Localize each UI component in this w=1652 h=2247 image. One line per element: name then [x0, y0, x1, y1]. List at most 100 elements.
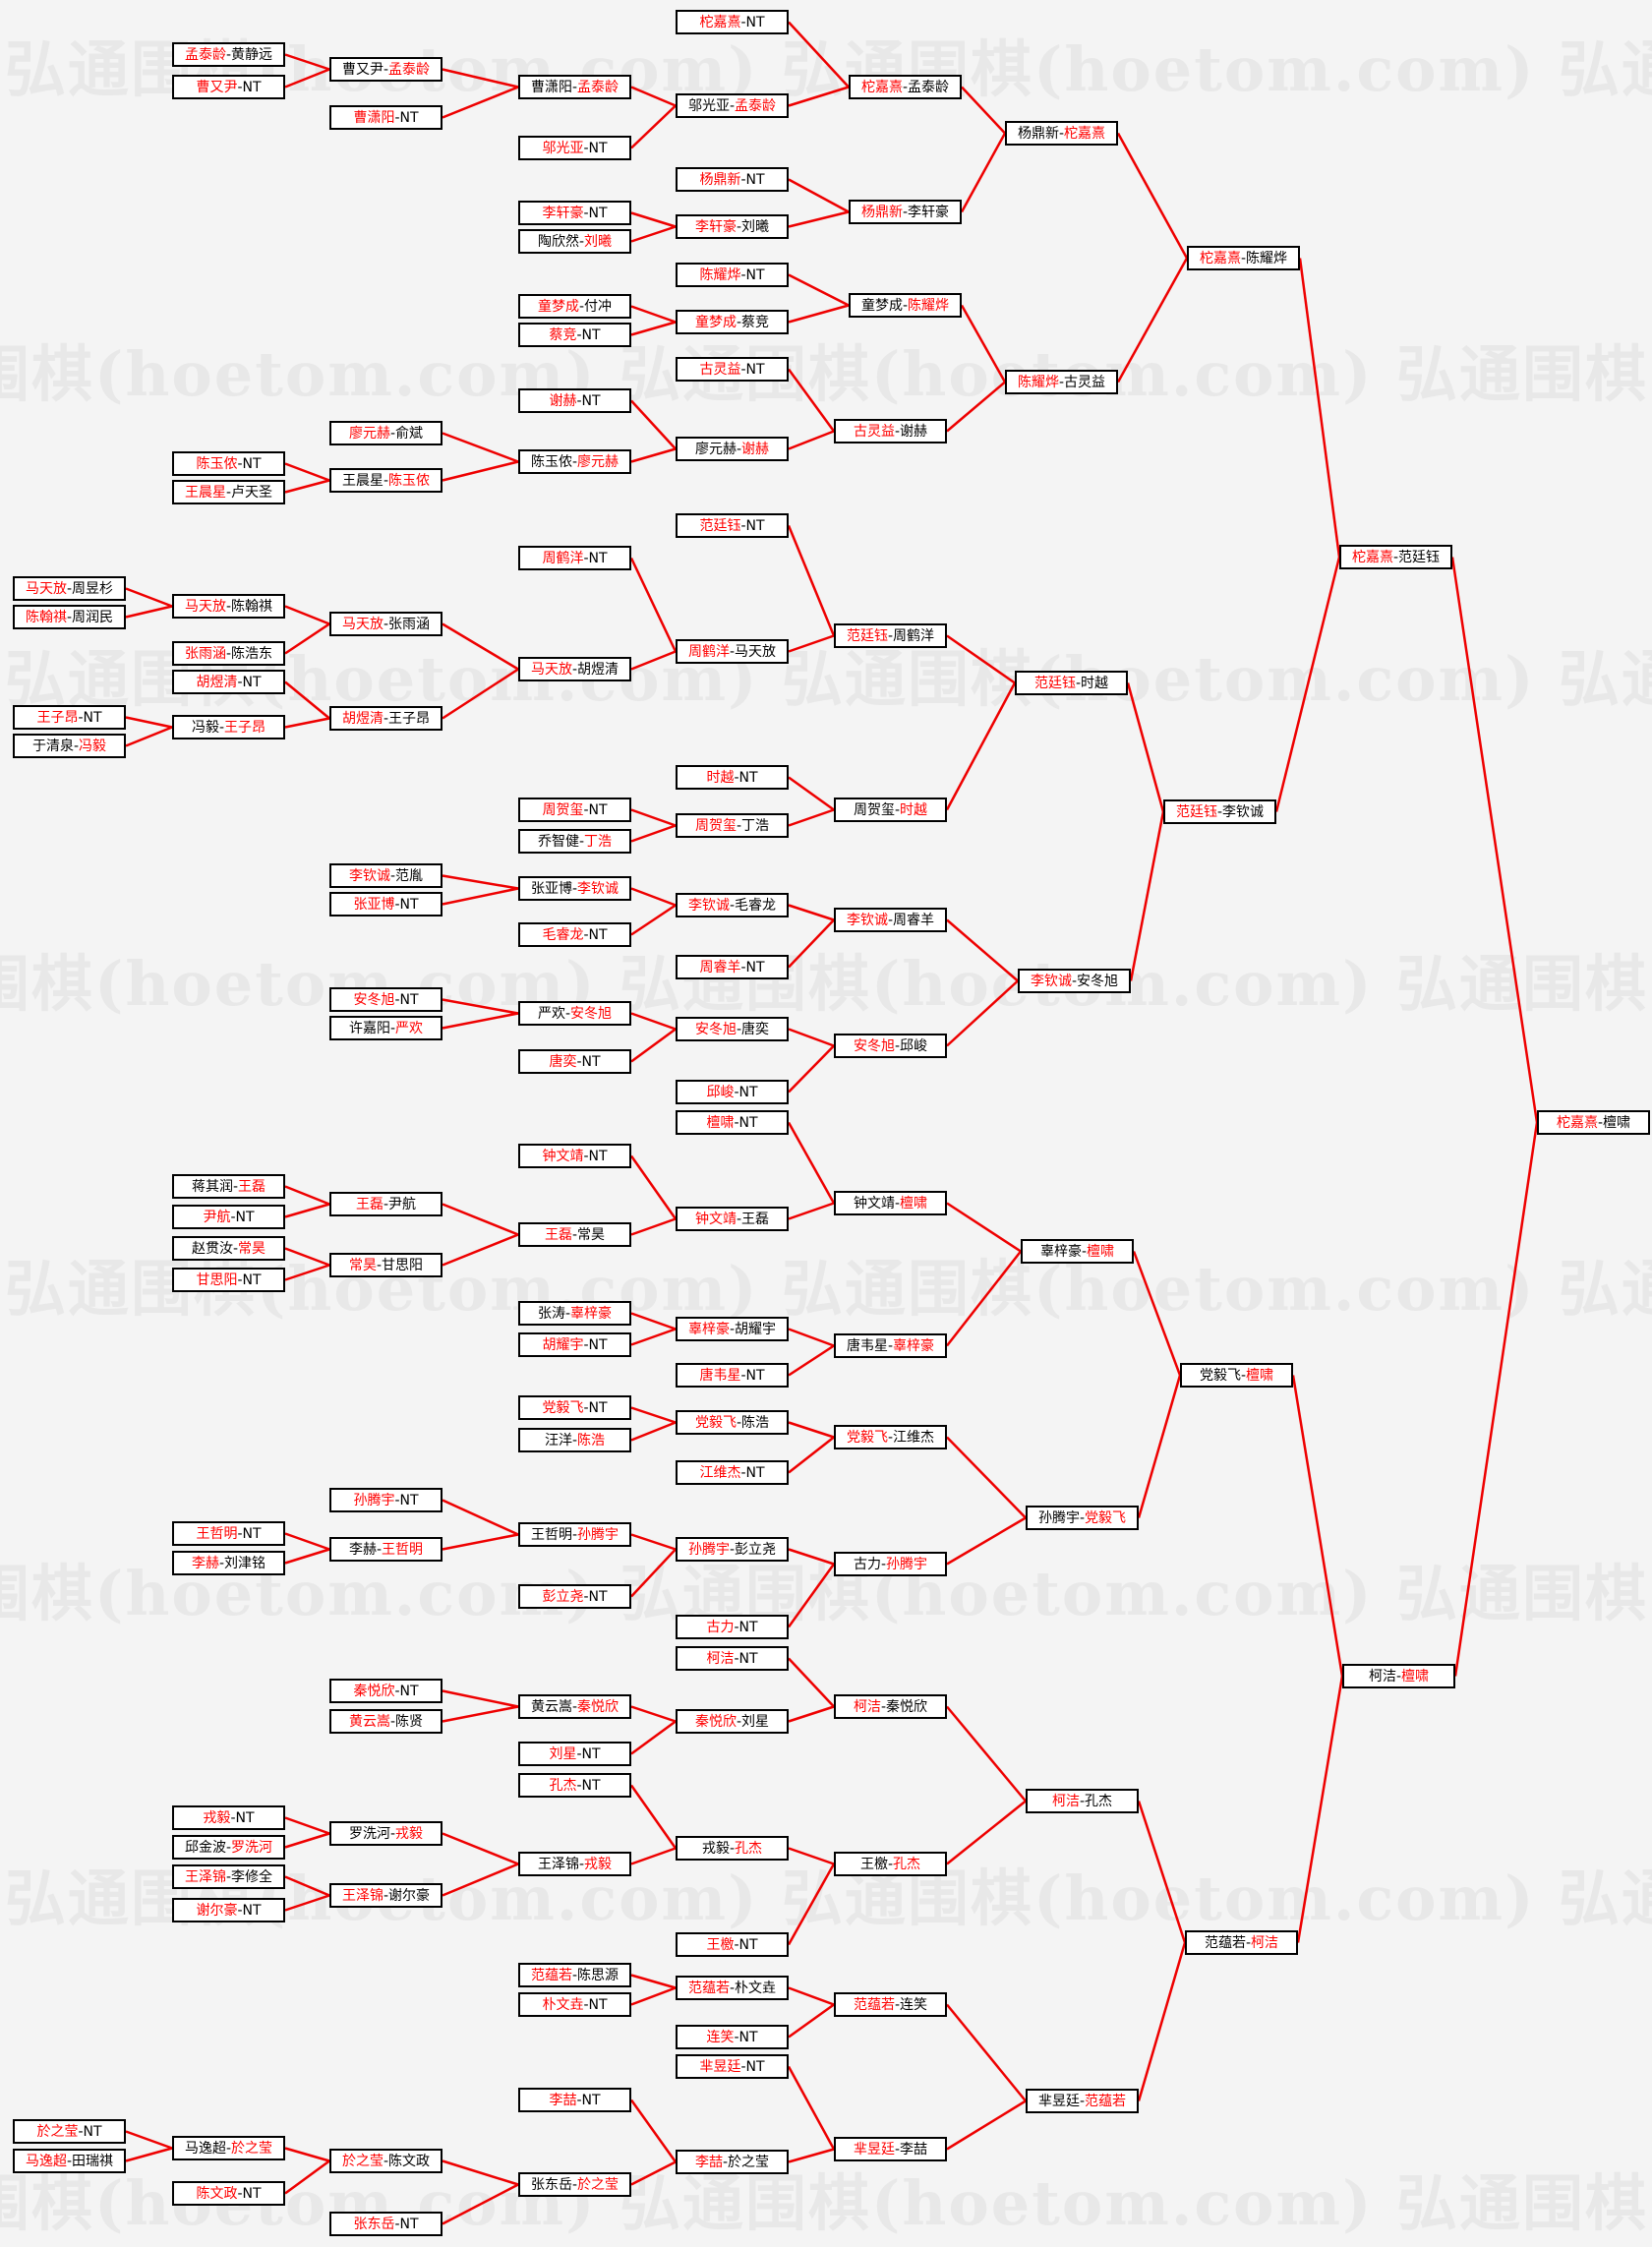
vs-dash: -: [66, 580, 73, 597]
vs-dash: -: [894, 1037, 901, 1054]
player-a: 毛睿龙: [542, 926, 584, 943]
watermark-row: 弘通围棋(hoetom.com) 弘通围棋(hoetom.com) 弘通围棋(h…: [0, 338, 1652, 410]
player-b: NT: [83, 709, 102, 726]
bracket-line: [788, 1421, 835, 1439]
match-box: 马天放 - 张雨涵: [329, 612, 442, 636]
match-box: 邱峻 - NT: [676, 1080, 789, 1104]
player-b: NT: [745, 1367, 765, 1384]
bracket-line: [630, 2160, 677, 2186]
player-b: 丁浩: [584, 833, 613, 850]
bracket-line: [284, 1203, 330, 1218]
bracket-line: [788, 1657, 835, 1708]
match-box: 柯洁 - 檀啸: [1342, 1664, 1455, 1688]
player-a: 古力: [706, 1619, 735, 1635]
bracket-line: [788, 776, 835, 811]
match-box: 唐韦星 - 辜梓豪: [834, 1333, 947, 1358]
player-b: 秦悦欣: [886, 1698, 928, 1715]
player-a: 王磊: [544, 1226, 572, 1243]
bracket-line: [284, 1832, 330, 1849]
match-box: 辜梓豪 - 胡耀宇: [676, 1317, 789, 1341]
match-box: 朴文垚 - NT: [518, 1992, 631, 2017]
player-a: 李喆: [694, 2154, 723, 2170]
match-box: 党毅飞 - NT: [518, 1395, 631, 1420]
bracket-line: [946, 2003, 1027, 2102]
player-b: NT: [745, 1464, 765, 1481]
match-box: 王晨星 - 卢天圣: [172, 480, 285, 504]
vs-dash: -: [383, 61, 389, 78]
player-b: 於之莹: [728, 2154, 770, 2170]
vs-dash: -: [894, 801, 901, 818]
player-b: 於之莹: [577, 2176, 620, 2193]
bracket-line: [788, 210, 850, 228]
player-b: 周睿羊: [893, 912, 935, 928]
vs-dash: -: [902, 204, 909, 220]
vs-dash: -: [1079, 2093, 1086, 2109]
vs-dash: -: [389, 1713, 396, 1730]
vs-dash: -: [571, 1967, 578, 1983]
bracket-line: [630, 824, 677, 843]
player-a: 张涛: [537, 1305, 565, 1322]
match-box: 陈文政 - NT: [172, 2181, 285, 2206]
match-box: 张东岳 - NT: [329, 2212, 442, 2236]
match-box: 王磊 - 常昊: [518, 1222, 631, 1247]
bracket-line: [630, 104, 677, 149]
match-box: 古灵益 - NT: [676, 357, 789, 382]
match-box: 童梦成 - 付冲: [518, 294, 631, 319]
player-b: 李修全: [231, 1868, 273, 1885]
vs-dash: -: [729, 97, 736, 114]
player-a: 张亚博: [530, 880, 572, 897]
player-a: 刘星: [549, 1745, 577, 1762]
player-b: NT: [588, 926, 608, 943]
match-box: 安冬旭 - NT: [329, 987, 442, 1012]
bracket-line: [284, 479, 330, 494]
match-box: 胡煜清 - 王子昂: [329, 706, 442, 731]
player-b: NT: [738, 1619, 758, 1635]
vs-dash: -: [389, 1825, 396, 1842]
player-a: 柁嘉熹: [1351, 549, 1393, 565]
match-box: 党毅飞 - 陈浩: [676, 1410, 789, 1435]
match-box: 马逸超 - 田瑞祺: [13, 2149, 126, 2173]
bracket-line: [788, 1028, 835, 1047]
vs-dash: -: [740, 517, 746, 534]
player-b: 陈浩: [577, 1432, 606, 1449]
bracket-line: [960, 304, 1007, 384]
player-b: 刘津铭: [224, 1555, 266, 1571]
match-box: 王泽锦 - 李修全: [172, 1864, 285, 1889]
vs-dash: -: [383, 710, 389, 727]
match-box: 柁嘉熹 - 范廷钰: [1339, 545, 1452, 569]
player-a: 钟文靖: [694, 1211, 737, 1227]
player-a: 芈昱廷: [853, 2141, 895, 2158]
player-b: 檀啸: [1603, 1114, 1631, 1131]
match-box: 彭立尧 - NT: [518, 1584, 631, 1609]
player-b: 安冬旭: [570, 1005, 613, 1022]
vs-dash: -: [571, 1226, 578, 1243]
player-b: NT: [242, 1902, 262, 1919]
player-b: 陈浩东: [231, 645, 273, 662]
bracket-line: [788, 918, 835, 969]
player-a: 柁嘉熹: [1199, 250, 1241, 266]
player-a: 范廷钰: [1175, 803, 1217, 820]
player-b: 张雨涵: [388, 616, 431, 632]
player-a: 孙腾宇: [1037, 1509, 1080, 1526]
vs-dash: -: [225, 484, 232, 501]
player-a: 柯洁: [1368, 1668, 1396, 1685]
player-b: 蔡竞: [741, 314, 770, 330]
match-box: 冯毅 - 王子昂: [172, 715, 285, 739]
vs-dash: -: [232, 1178, 239, 1195]
bracket-line: [788, 21, 850, 89]
vs-dash: -: [887, 1429, 894, 1446]
bracket-line: [630, 399, 677, 450]
player-b: 尹航: [388, 1196, 417, 1212]
player-a: 王泽锦: [184, 1868, 226, 1885]
player-a: 江维杰: [699, 1464, 741, 1481]
player-b: 周昱杉: [72, 580, 114, 597]
vs-dash: -: [571, 2176, 578, 2193]
match-box: 赵贯汝 - 常昊: [172, 1236, 285, 1261]
player-a: 邱金波: [184, 1839, 226, 1856]
bracket-line: [787, 525, 836, 636]
player-a: 尹航: [203, 1209, 231, 1225]
player-a: 马天放: [25, 580, 67, 597]
player-b: 王哲明: [382, 1541, 424, 1558]
bracket-line: [1298, 258, 1341, 558]
player-b: NT: [399, 1683, 419, 1699]
